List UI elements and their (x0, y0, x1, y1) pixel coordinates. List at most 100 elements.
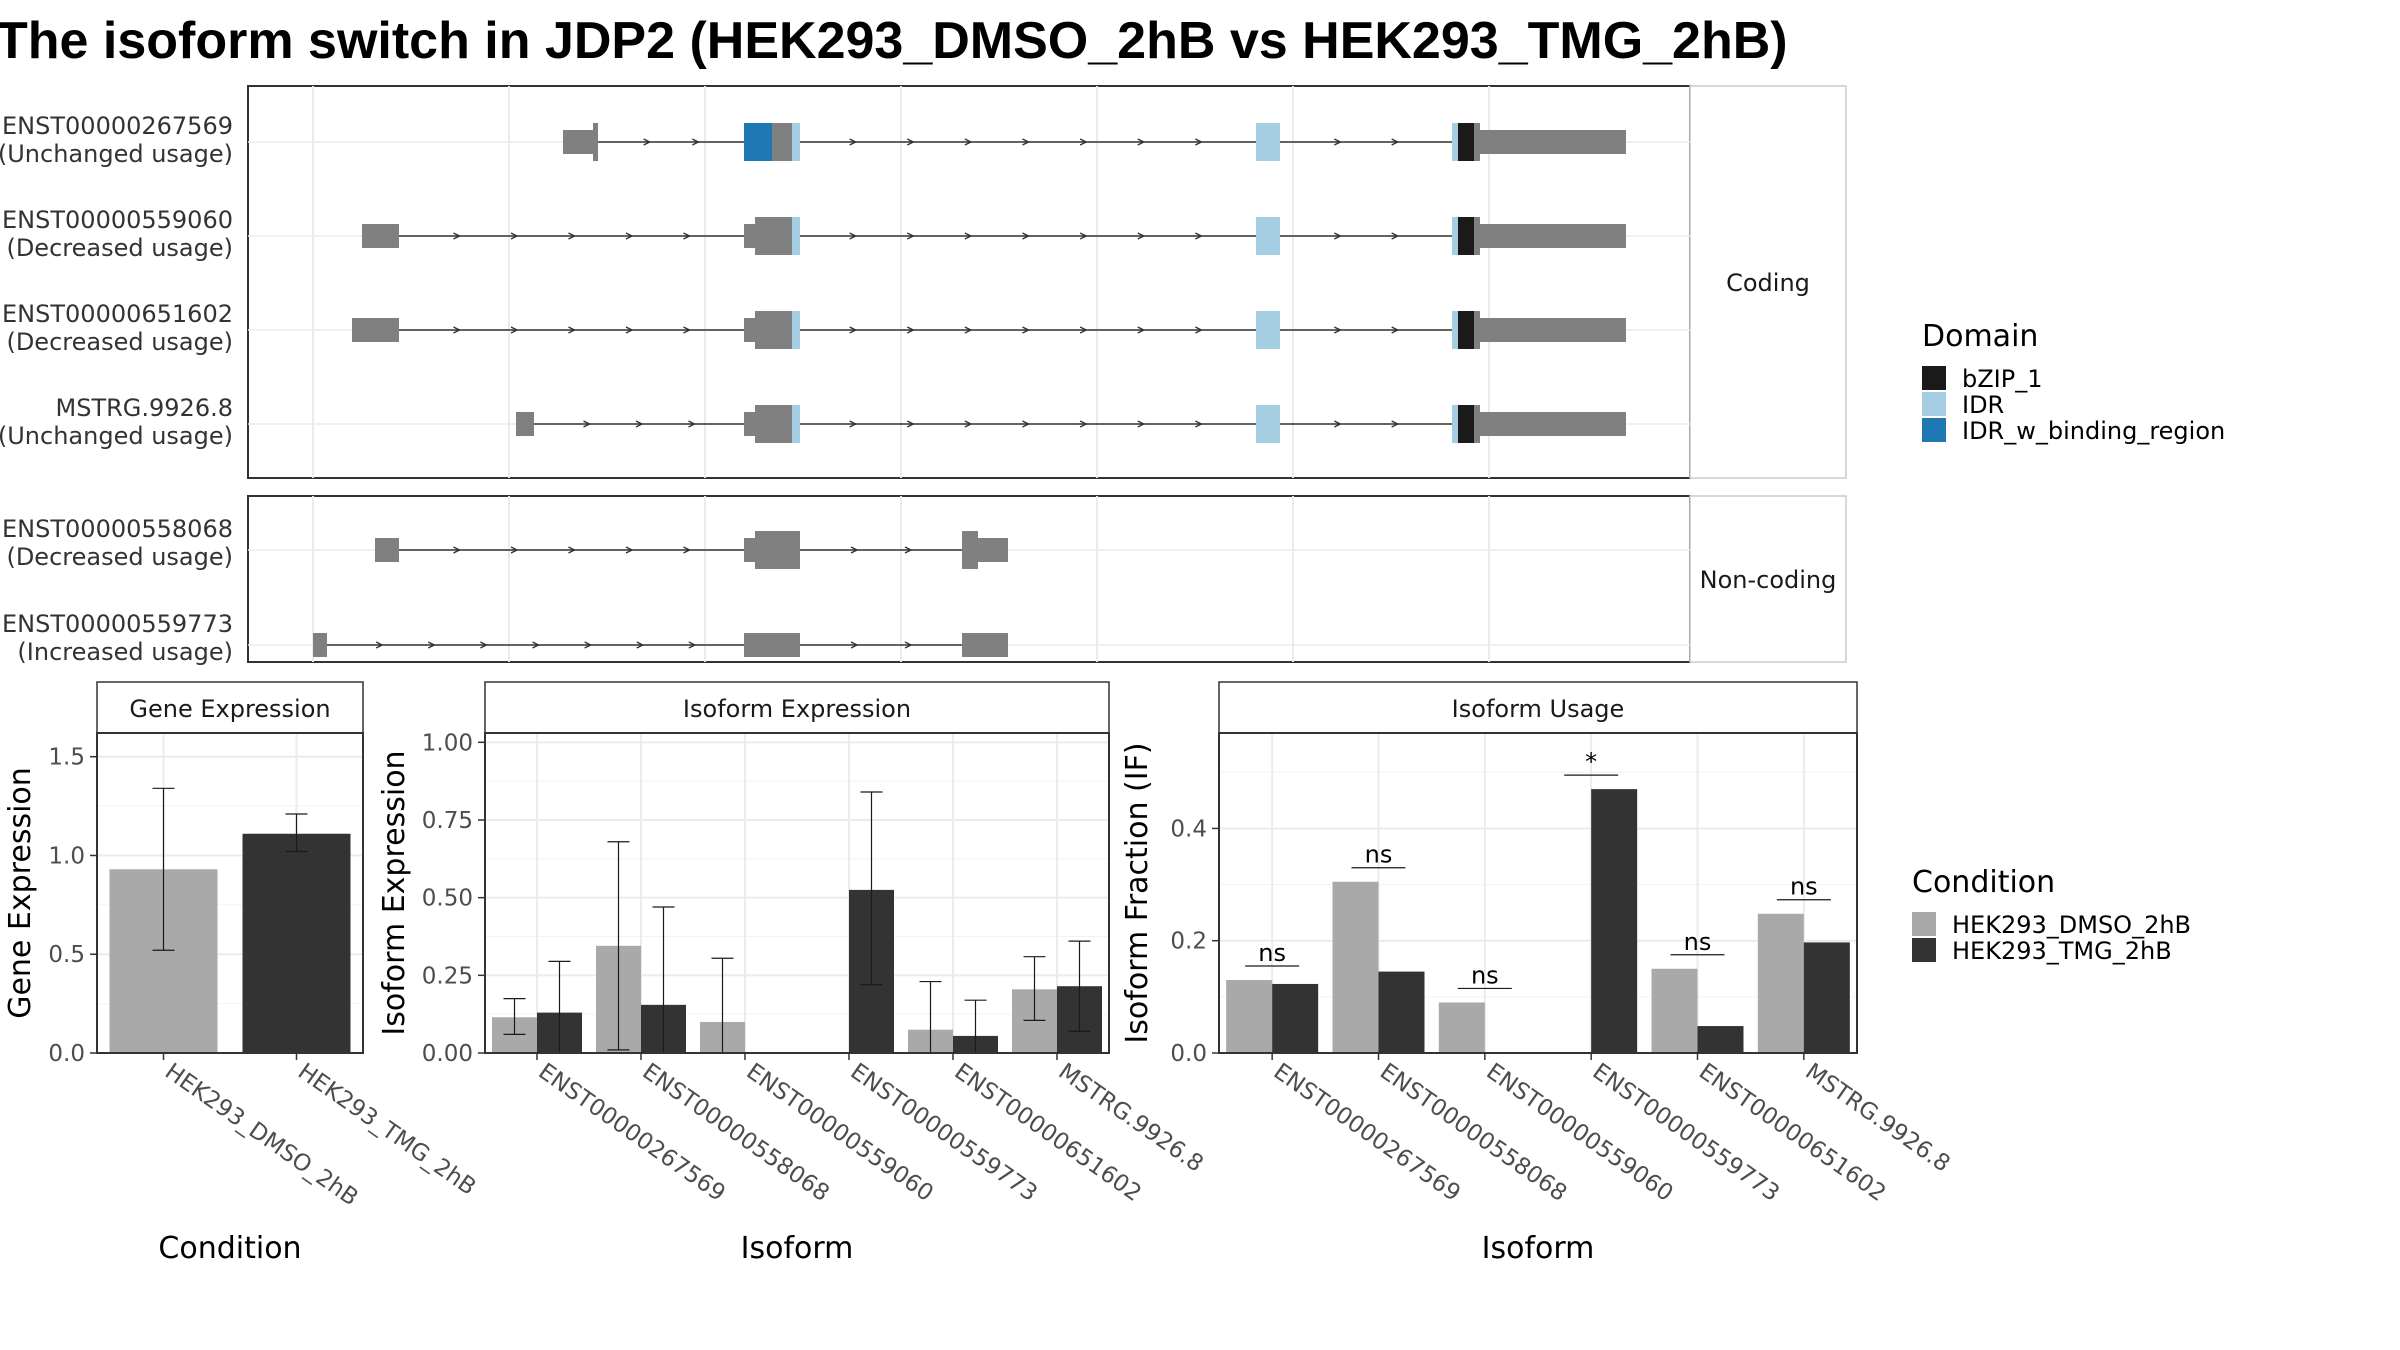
intron-arrow (1079, 138, 1088, 146)
condition-legend-title: Condition (1912, 865, 2055, 900)
intron-arrow (636, 641, 645, 649)
panel-frame (484, 732, 1110, 1054)
transcript-usage-label: (Decreased usage) (6, 328, 233, 356)
intron-arrow (1391, 420, 1400, 428)
panel-frame (96, 732, 364, 1054)
y-tick-label: 0.5 (48, 942, 85, 968)
x-tick-label: ENST00000558068 (1375, 1059, 1571, 1207)
transcript-label: ENST00000558068 (2, 515, 233, 543)
coding-strip-label: Coding (1726, 269, 1810, 297)
y-tick-label: 0.25 (422, 963, 473, 989)
exon (1452, 412, 1626, 436)
intron-arrow (1391, 232, 1400, 240)
transcript-usage-label: (Unchanged usage) (0, 422, 233, 450)
domain-idr (1256, 405, 1280, 443)
bar (1697, 1026, 1744, 1053)
y-tick-label: 0.0 (48, 1041, 85, 1067)
noncoding-strip-label: Non-coding (1700, 566, 1837, 594)
transcript-label: MSTRG.9926.8 (56, 394, 233, 422)
x-axis-title: Condition (158, 1231, 301, 1266)
panel-title: Gene Expression (129, 695, 330, 723)
domain-idr (1256, 123, 1280, 161)
intron-arrow (1334, 232, 1342, 240)
domain-idr (792, 311, 800, 349)
transcript-label: ENST00000559060 (2, 206, 233, 234)
structure-tracks (313, 123, 1626, 657)
intron-arrow (1079, 326, 1088, 334)
intron-arrow (625, 546, 634, 554)
exon (755, 531, 800, 569)
intron-arrow (1391, 138, 1400, 146)
intron-arrow (1079, 420, 1088, 428)
bar (1226, 980, 1273, 1053)
intron-arrow (510, 546, 519, 554)
x-tick-label: ENST00000651602 (950, 1059, 1146, 1207)
intron-arrow (532, 641, 541, 649)
transcript-usage-label: (Decreased usage) (6, 234, 233, 262)
intron-arrow (480, 641, 488, 649)
significance-label: * (1585, 748, 1597, 776)
intron-arrow (964, 420, 973, 428)
bar (1757, 913, 1804, 1053)
intron-arrow (568, 546, 577, 554)
intron-arrow (510, 232, 519, 240)
transcript-labels: ENST00000267569 (Unchanged usage) ENST00… (0, 112, 233, 666)
intron-arrow (1022, 232, 1031, 240)
noncoding-panel-frame (247, 495, 1691, 663)
exon (593, 123, 598, 161)
coding-exon (755, 405, 795, 443)
intron-arrow (625, 232, 634, 240)
bar (1651, 968, 1698, 1053)
significance-label: ns (1684, 928, 1712, 956)
y-tick-label: 0.0 (1170, 1041, 1207, 1067)
intron-arrow (1334, 326, 1342, 334)
y-tick-label: 0.4 (1170, 816, 1207, 842)
exon (516, 412, 534, 436)
domain-idr (1452, 217, 1458, 255)
intron-arrow (850, 546, 859, 554)
x-axis-title: Isoform (1482, 1231, 1595, 1266)
coding-strip (1689, 85, 1847, 479)
intron-arrow (625, 326, 634, 334)
intron-arrow (688, 641, 697, 649)
transcript-track (313, 633, 1008, 657)
isoform-usage-chart: Isoform Usage ns ns ns * ns ns 0.0 0.2 0.4 ENST000… (1120, 681, 1955, 1266)
intron-arrow (1022, 326, 1031, 334)
panel-frame (1218, 732, 1858, 1054)
legend-label-idr: IDR (1962, 391, 2004, 419)
intron-arrow (1022, 420, 1031, 428)
x-tick-label: ENST00000558068 (638, 1059, 834, 1207)
figure-title: The isoform switch in JDP2 (HEK293_DMSO_… (0, 12, 1788, 70)
bar (1272, 983, 1319, 1053)
x-tick-label: ENST00000559060 (1481, 1059, 1677, 1207)
transcript-label: ENST00000651602 (2, 300, 233, 328)
y-axis-title: Isoform Expression (377, 750, 412, 1035)
intron-arrow (964, 232, 973, 240)
domain-bzip-1 (1458, 217, 1474, 255)
y-tick-label: 0.00 (422, 1041, 473, 1067)
intron-arrow (1195, 138, 1203, 146)
intron-arrow (568, 232, 577, 240)
domain-idr (1452, 123, 1458, 161)
domain-idr (1256, 311, 1280, 349)
exon (962, 531, 978, 569)
panel-title: Isoform Usage (1452, 695, 1625, 723)
transcript-usage-label: (Increased usage) (17, 638, 233, 666)
intron-arrow (906, 326, 915, 334)
legend-key-tmg (1912, 938, 1936, 962)
intron-arrow (849, 326, 858, 334)
intron-arrow (849, 420, 858, 428)
intron-arrow (904, 641, 913, 649)
intron-arrow (453, 326, 462, 334)
legend-label-dmso: HEK293_DMSO_2hB (1952, 911, 2191, 939)
transcript-usage-label: (Unchanged usage) (0, 140, 233, 168)
panel-strip (484, 681, 1110, 734)
intron-arrow (375, 641, 384, 649)
intron-arrow (906, 232, 915, 240)
domain-legend: Domain bZIP_1 IDR IDR_w_binding_region (1922, 319, 2225, 445)
exon (1452, 318, 1626, 342)
intron-arrow (643, 138, 652, 146)
significance-label: ns (1365, 841, 1393, 869)
domain-bzip-1 (1458, 311, 1474, 349)
